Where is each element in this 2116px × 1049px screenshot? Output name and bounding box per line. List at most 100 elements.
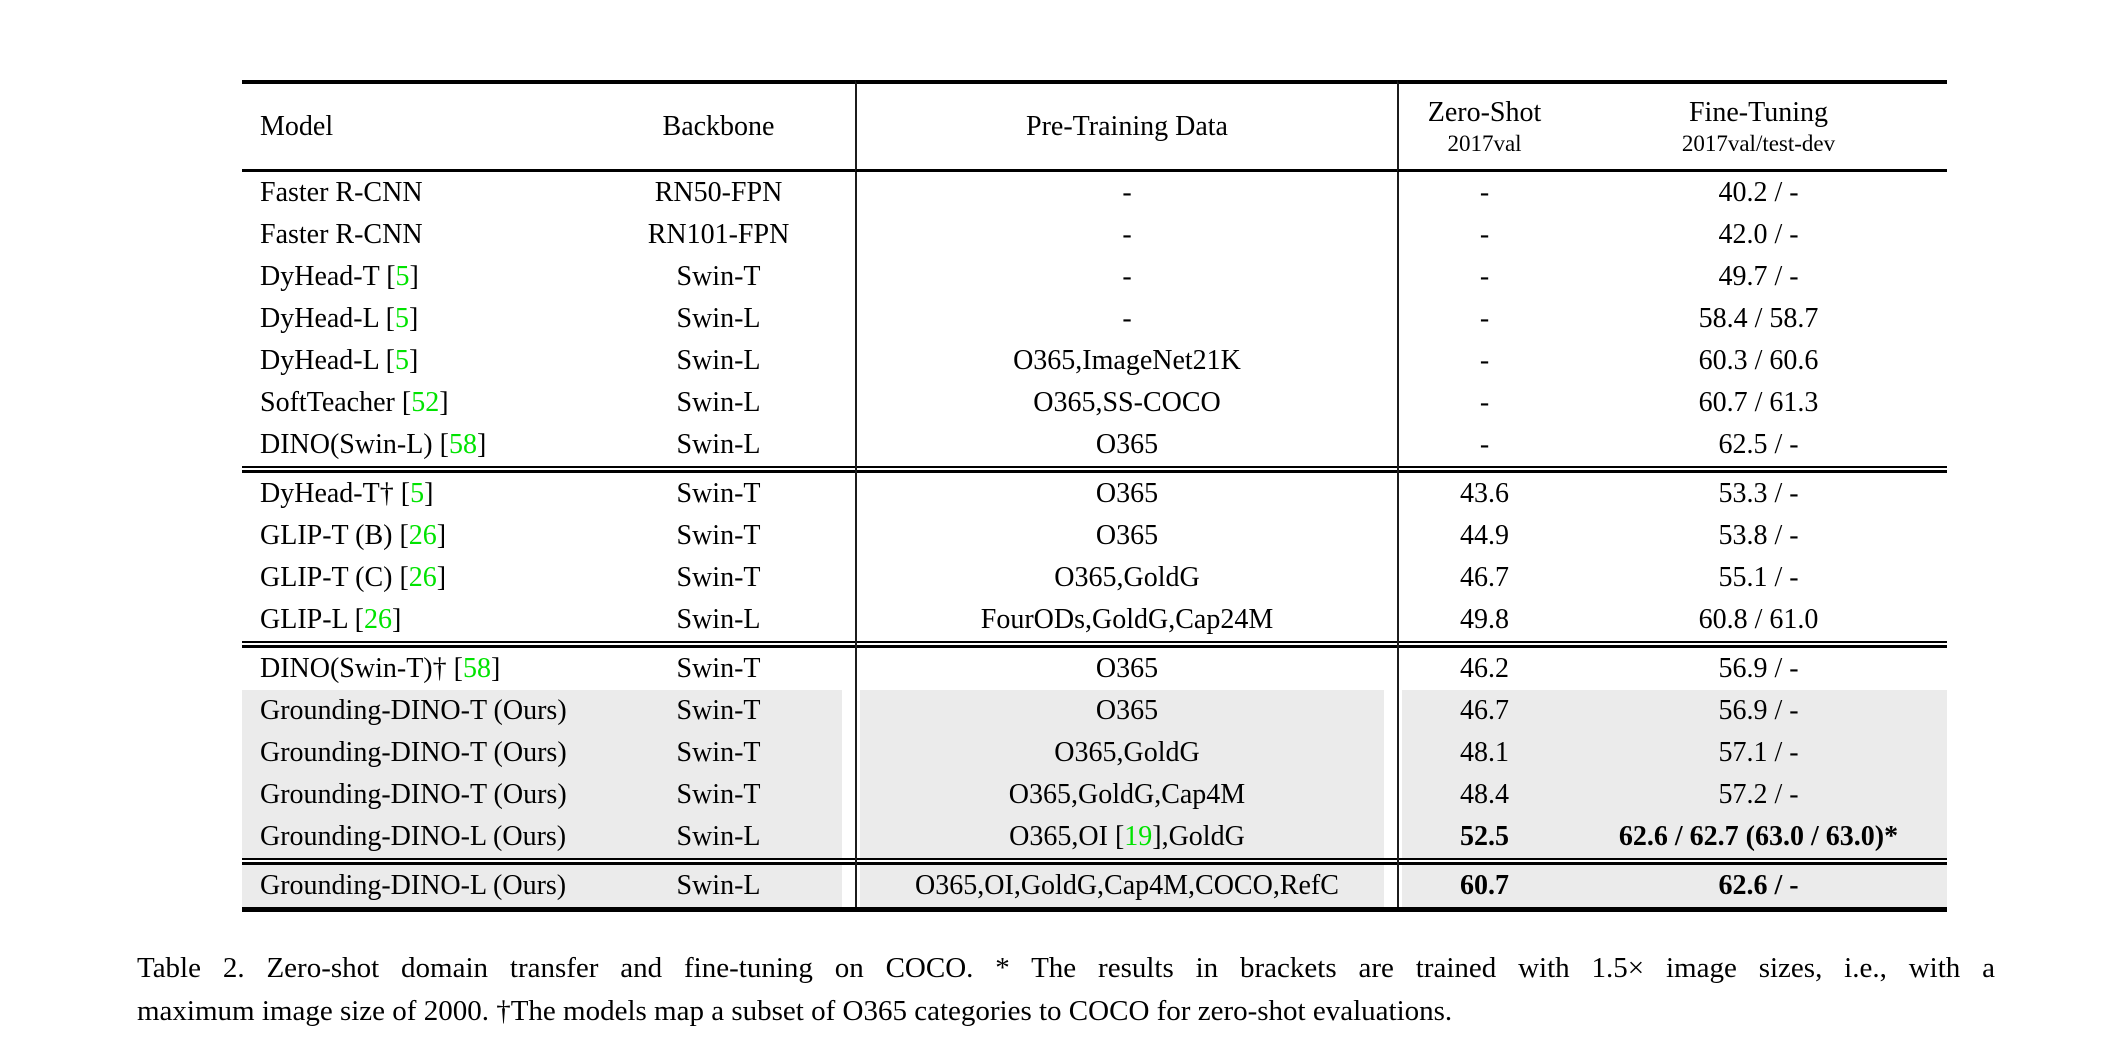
zero-shot-value-cell: 46.7 — [1397, 690, 1570, 732]
citation-link[interactable]: 5 — [410, 478, 425, 509]
pretraining-data-cell: O365 — [855, 424, 1397, 466]
backbone-cell: Swin-T — [582, 690, 855, 732]
backbone-cell: RN50-FPN — [654, 177, 783, 208]
zero-shot-value-cell: - — [1397, 214, 1570, 256]
pretraining-data-cell: - — [855, 214, 1397, 256]
zero-shot-value-cell: 52.5 — [1397, 816, 1570, 858]
pretraining-data-cell: O365,OI [19],GoldG — [855, 816, 1397, 858]
model-text: ] — [409, 261, 419, 292]
header-model: Model — [242, 80, 582, 172]
zero-shot-value-cell: 44.9 — [1397, 515, 1570, 557]
backbone-cell: Swin-T — [676, 562, 761, 593]
fine-tuning-value-cell: 60.7 / 61.3 — [1698, 387, 1819, 418]
table-header-row: Model Backbone Pre-Training Data Zero-Sh… — [242, 80, 1947, 172]
backbone-cell: Swin-T — [676, 653, 761, 684]
pretraining-data-cell: O365 — [855, 515, 1397, 557]
model-cell: DyHead-L [5] — [242, 298, 582, 340]
pretraining-data-cell: O365,GoldG — [855, 557, 1397, 599]
fine-tuning-value-cell: 57.1 / - — [1570, 732, 1947, 774]
model-text: Faster R-CNN — [260, 177, 423, 208]
zero-shot-value-cell: 48.4 — [1397, 774, 1570, 816]
pretraining-text: - — [1122, 303, 1132, 334]
model-cell: DINO(Swin-L) [58] — [242, 424, 582, 466]
model-text: Grounding-DINO-T (Ours) — [260, 779, 567, 810]
table-row: DyHead-L [5] Swin-L - - 58.4 / 58.7 — [242, 298, 1947, 340]
pretraining-text: ],GoldG — [1152, 821, 1245, 852]
model-text: DyHead-L [ — [260, 303, 396, 334]
model-cell: Grounding-DINO-L (Ours) — [242, 816, 582, 858]
citation-link[interactable]: 52 — [411, 387, 440, 418]
header-fine-tuning-subtitle: 2017val/test-dev — [1681, 130, 1836, 156]
pretraining-text: - — [1122, 177, 1132, 208]
table-row: Grounding-DINO-L (Ours) Swin-L O365,OI,Gol… — [242, 865, 1947, 907]
backbone-cell: Swin-T — [582, 774, 855, 816]
model-cell: Grounding-DINO-L (Ours) — [242, 865, 582, 907]
citation-link[interactable]: 5 — [395, 303, 410, 334]
header-backbone: Backbone — [582, 80, 855, 172]
pretraining-text: O365 — [1095, 478, 1159, 509]
backbone-cell: Swin-L — [582, 865, 855, 907]
zero-shot-value-cell: - — [1397, 340, 1570, 382]
pretraining-data-cell: O365,OI,GoldG,Cap4M,COCO,RefC — [855, 865, 1397, 907]
fine-tuning-value-cell: 55.1 / - — [1718, 562, 1799, 593]
model-text: ] — [436, 562, 447, 593]
pretraining-data-cell: O365 — [855, 648, 1397, 690]
model-cell: Grounding-DINO-T (Ours) — [242, 774, 582, 816]
table-row: DINO(Swin-L) [58] Swin-L O365 - 62.5 / - — [242, 424, 1947, 466]
header-fine-tuning: Fine-Tuning 2017val/test-dev — [1570, 80, 1947, 172]
fine-tuning-value-cell: 42.0 / - — [1718, 219, 1799, 250]
table-row: Grounding-DINO-T (Ours) Swin-T O365,GoldG 4… — [242, 732, 1947, 774]
model-cell: GLIP-L [26] — [242, 599, 582, 641]
coco-results-table: Model Backbone Pre-Training Data Zero-Sh… — [242, 80, 1947, 912]
zero-shot-value-cell: - — [1397, 172, 1570, 214]
fine-tuning-value-cell: 62.5 / - — [1718, 429, 1799, 460]
model-text: GLIP-L [ — [260, 604, 364, 635]
citation-link[interactable]: 26 — [408, 562, 437, 593]
citation-link[interactable]: 5 — [395, 261, 410, 292]
table-row: DyHead-T† [5] Swin-T O365 43.6 53.3 / - — [242, 473, 1947, 515]
pretraining-data-cell: O365,GoldG,Cap4M — [855, 774, 1397, 816]
pretraining-text: O365,SS-COCO — [1033, 387, 1221, 418]
pretraining-data-cell: - — [855, 172, 1397, 214]
separator-segment — [1397, 641, 1947, 648]
fine-tuning-value-cell: 40.2 / - — [1718, 177, 1799, 208]
fine-tuning-value-cell: 56.9 / - — [1718, 653, 1799, 684]
model-text: ] — [409, 303, 419, 334]
model-text: SoftTeacher [ — [260, 387, 412, 418]
zero-shot-value-cell: - — [1397, 298, 1570, 340]
pretraining-data-cell: - — [855, 256, 1397, 298]
fine-tuning-value-cell: 60.3 / 60.6 — [1698, 345, 1819, 376]
backbone-cell: Swin-L — [582, 816, 855, 858]
pretraining-text: - — [1122, 219, 1132, 250]
backbone-cell: Swin-T — [676, 261, 761, 292]
separator-segment — [1397, 858, 1947, 865]
citation-link[interactable]: 58 — [462, 653, 491, 684]
separator-segment — [242, 641, 855, 648]
model-text: GLIP-T (C) [ — [260, 562, 409, 593]
separator-segment — [855, 641, 1397, 648]
model-cell: GLIP-T (C) [26] — [242, 557, 582, 599]
model-cell: Faster R-CNN — [242, 214, 582, 256]
citation-link[interactable]: 26 — [408, 520, 437, 551]
citation-link[interactable]: 5 — [395, 345, 410, 376]
model-text: ] — [409, 345, 419, 376]
model-text: ] — [436, 520, 447, 551]
pretraining-text: O365 — [1095, 520, 1159, 551]
pretraining-text: O365,GoldG — [1054, 562, 1200, 593]
pretraining-text: O365 — [1095, 695, 1159, 726]
model-text: Faster R-CNN — [260, 219, 423, 250]
model-text: DINO(Swin-T)† [ — [260, 653, 463, 684]
model-text: DyHead-T [ — [260, 261, 396, 292]
backbone-cell: Swin-L — [676, 387, 761, 418]
pretraining-text: - — [1122, 261, 1132, 292]
model-text: Grounding-DINO-L (Ours) — [260, 870, 567, 901]
fine-tuning-value-cell: 56.9 / - — [1570, 690, 1947, 732]
citation-link[interactable]: 26 — [363, 604, 392, 635]
separator-segment — [855, 466, 1397, 473]
table-row: GLIP-T (C) [26] Swin-T O365,GoldG 46.7 55.1 … — [242, 557, 1947, 599]
citation-link[interactable]: 19 — [1124, 821, 1153, 852]
citation-link[interactable]: 58 — [448, 429, 477, 460]
model-cell: GLIP-T (B) [26] — [242, 515, 582, 557]
pretraining-data-cell: O365 — [855, 690, 1397, 732]
